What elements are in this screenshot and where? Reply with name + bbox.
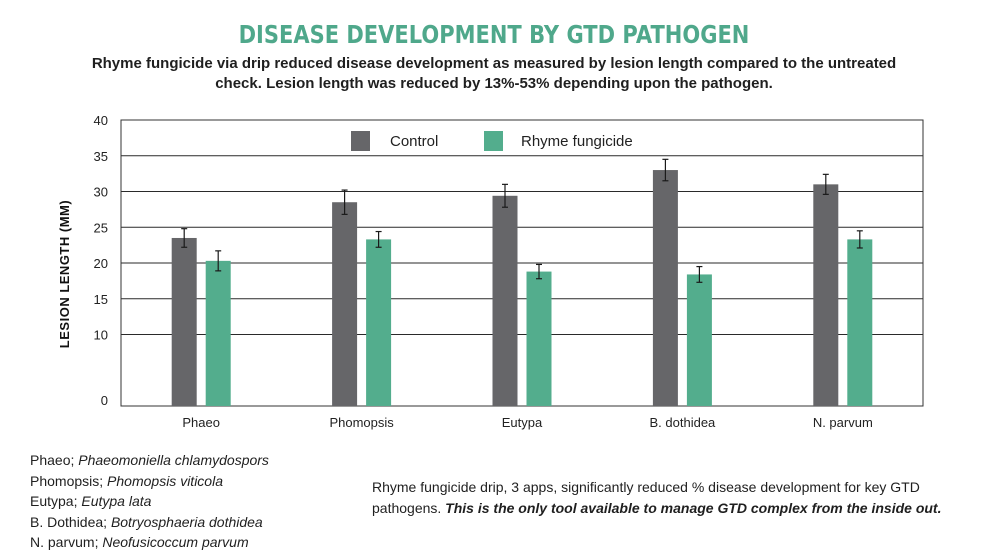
y-tick-label: 15 [94, 292, 108, 307]
bars [171, 158, 873, 406]
legend-label: Control [390, 133, 438, 150]
error-bar [215, 250, 222, 272]
key-abbr: Eutypa; [30, 493, 82, 509]
bar-control-2 [492, 195, 518, 406]
bar-rhyme-3 [686, 274, 712, 406]
y-tick-label: 25 [94, 220, 108, 235]
legend-swatch [484, 131, 503, 151]
key-abbr: B. Dothidea; [30, 513, 111, 530]
bar-control-4 [813, 184, 839, 406]
key-scientific-name: Neofusicoccum parvum [102, 534, 249, 550]
bar-chart: 0 10 15 20 25 30 35 40 LESION LENGTH (MM) Phaeo… [57, 113, 924, 430]
x-category-label: Phaeo [182, 415, 220, 430]
x-category-label: N. parvum [813, 415, 873, 430]
y-tick-label: 0 [101, 393, 108, 408]
footnote: Rhyme fungicide drip, 3 apps, significan… [372, 477, 972, 519]
legend: Control Rhyme fungicide [351, 131, 633, 151]
y-axis-label: LESION LENGTH (MM) [57, 200, 72, 348]
key-row: Eutypa; Eutypa lata [30, 491, 269, 512]
error-bar [181, 228, 188, 248]
key-scientific-name: Phaeomoniella chlamydospors [78, 452, 269, 468]
key-row: B. Dothidea; Botryosphaeria dothidea [30, 512, 269, 533]
pathogen-key: Phaeo; Phaeomoniella chlamydospors Phomop… [30, 450, 269, 553]
y-tick-label: 20 [94, 256, 108, 271]
y-tick-label: 35 [94, 149, 108, 164]
bar-rhyme-0 [205, 260, 231, 406]
y-tick-label: 30 [94, 185, 108, 200]
footnote-text: Rhyme fungicide drip, 3 apps, significan… [372, 479, 920, 516]
error-bar [375, 230, 382, 248]
bar-control-0 [171, 237, 197, 406]
x-axis-categories: Phaeo Phomopsis Eutypa B. dothidea N. parvum [182, 415, 872, 430]
bar-rhyme-1 [366, 239, 392, 406]
legend-swatch [351, 131, 370, 151]
legend-label: Rhyme fungicide [521, 133, 633, 150]
error-bar [822, 173, 829, 195]
plot-frame [120, 119, 924, 407]
bar-rhyme-4 [847, 239, 873, 406]
key-row: Phomopsis; Phomopsis viticola [30, 471, 269, 492]
error-bar [696, 265, 703, 283]
footnote-emphasis: This is the only tool available to manag… [445, 500, 942, 516]
key-scientific-name: Phomopsis viticola [107, 472, 223, 489]
y-tick-label: 40 [94, 113, 108, 128]
key-scientific-name: Eutypa lata [81, 493, 152, 509]
error-bar [536, 263, 542, 280]
gridlines [121, 155, 923, 335]
x-category-label: Eutypa [502, 415, 543, 430]
chart-title: DISEASE DEVELOPMENT BY GTD PATHOGEN [238, 20, 750, 49]
key-scientific-name: Botryosphaeria dothidea [110, 513, 263, 530]
bar-rhyme-2 [526, 271, 552, 406]
y-axis-ticks: 0 10 15 20 25 30 35 40 [94, 113, 108, 408]
x-category-label: B. dothidea [650, 415, 717, 430]
error-bar [341, 189, 348, 215]
error-bar [856, 230, 863, 249]
key-row: N. parvum; Neofusicoccum parvum [30, 532, 269, 553]
error-bar [662, 158, 669, 182]
chart-subtitle: Rhyme fungicide via drip reduced disease… [91, 55, 897, 92]
x-category-label: Phomopsis [329, 415, 394, 430]
key-abbr: Phaeo; [30, 452, 79, 468]
bar-control-1 [332, 202, 358, 406]
key-abbr: Phomopsis; [30, 472, 108, 489]
bar-control-3 [652, 170, 678, 406]
y-tick-label: 10 [94, 328, 108, 343]
key-row: Phaeo; Phaeomoniella chlamydospors [30, 450, 269, 471]
error-bar [502, 183, 508, 208]
key-abbr: N. parvum; [30, 534, 103, 550]
